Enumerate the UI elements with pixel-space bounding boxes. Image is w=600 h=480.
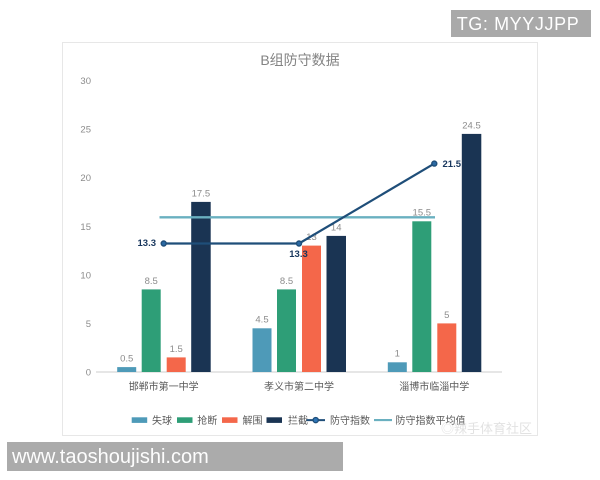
svg-text:30: 30 (80, 76, 91, 87)
svg-text:5: 5 (444, 310, 449, 321)
svg-text:10: 10 (80, 270, 91, 281)
svg-text:21.5: 21.5 (443, 159, 462, 170)
svg-text:防守指数: 防守指数 (330, 414, 370, 427)
svg-text:15: 15 (80, 222, 91, 233)
svg-text:13.3: 13.3 (289, 249, 308, 260)
svg-text:B组防守数据: B组防守数据 (260, 52, 339, 68)
svg-text:淄博市临淄中学: 淄博市临淄中学 (399, 380, 469, 393)
svg-text:失球: 失球 (152, 414, 172, 427)
svg-text:8.5: 8.5 (280, 276, 293, 287)
svg-text:8.5: 8.5 (145, 276, 158, 287)
svg-text:13.3: 13.3 (138, 238, 157, 249)
svg-text:1.5: 1.5 (170, 344, 183, 355)
svg-text:15.5: 15.5 (413, 208, 432, 219)
svg-text:解围: 解围 (243, 414, 263, 427)
svg-text:孝义市第二中学: 孝义市第二中学 (264, 380, 334, 393)
svg-text:13: 13 (306, 232, 317, 243)
svg-text:17.5: 17.5 (192, 188, 211, 199)
svg-text:0: 0 (86, 368, 91, 379)
svg-text:4.5: 4.5 (255, 315, 268, 326)
svg-text:1: 1 (395, 349, 400, 360)
svg-text:25: 25 (80, 125, 91, 136)
svg-text:24.5: 24.5 (462, 120, 481, 131)
svg-text:防守指数平均值: 防守指数平均值 (396, 414, 466, 427)
svg-text:邯郸市第一中学: 邯郸市第一中学 (129, 380, 199, 393)
svg-text:抢断: 抢断 (197, 414, 217, 427)
svg-text:5: 5 (86, 319, 91, 330)
svg-text:拦截: 拦截 (288, 414, 308, 427)
svg-text:14: 14 (331, 222, 342, 233)
svg-text:20: 20 (80, 173, 91, 184)
svg-text:0.5: 0.5 (120, 354, 133, 365)
